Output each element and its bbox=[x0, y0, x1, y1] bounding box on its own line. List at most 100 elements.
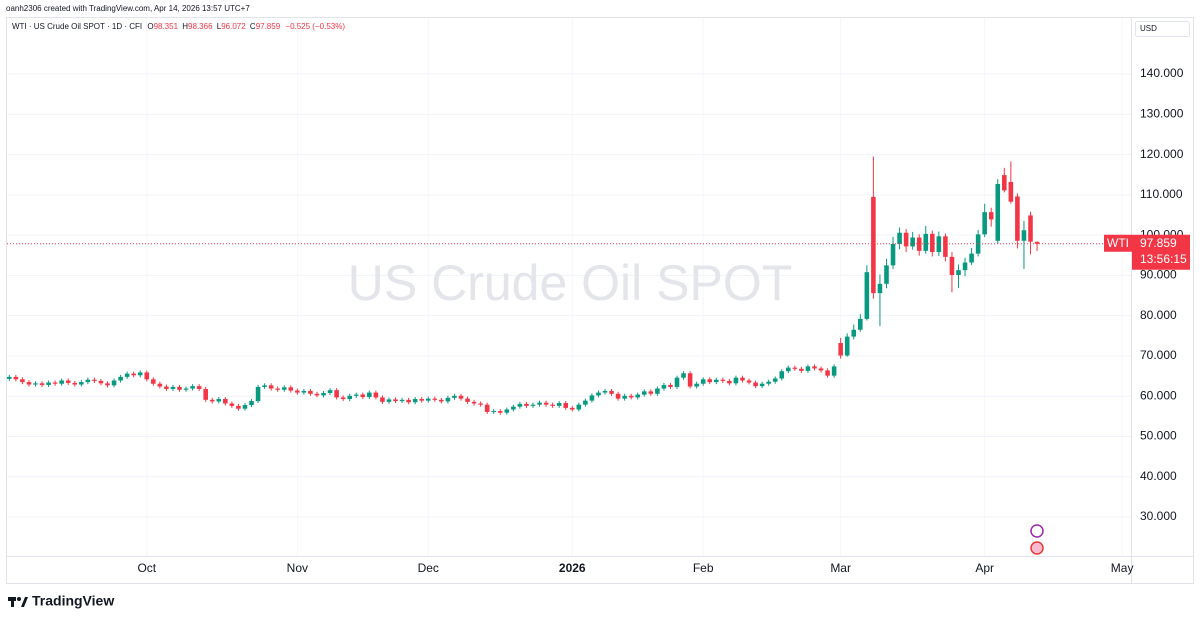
candle-body bbox=[504, 409, 510, 413]
candle-body bbox=[550, 404, 555, 406]
candle-body bbox=[884, 265, 889, 284]
candle-body bbox=[910, 237, 915, 247]
candles bbox=[7, 156, 1131, 415]
candle-body bbox=[897, 232, 902, 244]
candle-body bbox=[52, 382, 58, 384]
candle-body bbox=[655, 388, 660, 394]
candle-body bbox=[668, 384, 673, 387]
candle-body bbox=[209, 399, 215, 402]
candle-body bbox=[373, 392, 379, 398]
candle-body bbox=[203, 388, 208, 400]
candle-body bbox=[831, 366, 837, 376]
candle-body bbox=[301, 390, 307, 393]
candle-body bbox=[353, 394, 359, 396]
candle-body bbox=[511, 406, 516, 410]
y-tick-label: 90.000 bbox=[1140, 268, 1177, 282]
candle-body bbox=[707, 379, 713, 383]
ohlc-letter: H bbox=[182, 22, 188, 31]
candle-body bbox=[183, 388, 189, 390]
candle-body bbox=[255, 386, 261, 402]
candle-body bbox=[151, 379, 156, 384]
candle-body bbox=[223, 399, 228, 404]
candle-body bbox=[137, 372, 143, 376]
event-icon[interactable] bbox=[1030, 541, 1044, 555]
legend: WTI · US Crude Oil SPOT · 1D · CFI O98.3… bbox=[12, 22, 345, 31]
currency[interactable]: USD bbox=[1140, 24, 1157, 33]
candle-body bbox=[386, 399, 392, 402]
candle-body bbox=[1008, 181, 1014, 202]
x-tick-label: 2026 bbox=[559, 561, 586, 575]
candle-body bbox=[661, 384, 667, 389]
ticker: WTI bbox=[1107, 236, 1129, 250]
candle-body bbox=[825, 370, 830, 376]
candle-body bbox=[406, 399, 411, 403]
y-tick-label: 70.000 bbox=[1140, 348, 1177, 362]
candle-body bbox=[779, 371, 785, 379]
candle-body bbox=[733, 377, 739, 384]
candle-body bbox=[98, 380, 104, 384]
candle-body bbox=[648, 391, 654, 394]
candle-body bbox=[923, 233, 929, 251]
candle-body bbox=[308, 390, 313, 394]
candle-body bbox=[720, 379, 726, 381]
candle-body bbox=[995, 183, 1001, 241]
candle-body bbox=[164, 386, 169, 389]
y-tick-label: 120.000 bbox=[1140, 147, 1184, 161]
candle-body bbox=[930, 233, 935, 253]
x-tick-label: Dec bbox=[418, 561, 439, 575]
candle-body bbox=[851, 329, 857, 337]
candle-body bbox=[975, 234, 981, 254]
candle-body bbox=[39, 383, 45, 385]
watermark: US Crude Oil SPOT bbox=[348, 255, 793, 311]
currency-box[interactable] bbox=[1135, 21, 1190, 37]
candle-body bbox=[772, 378, 778, 382]
x-tick-label: Feb bbox=[693, 561, 714, 575]
candle-body bbox=[602, 390, 608, 393]
candle-body bbox=[393, 399, 398, 402]
candle-body bbox=[458, 395, 464, 399]
frame bbox=[6, 17, 1194, 584]
ohlc-value: 98.351 bbox=[154, 22, 179, 31]
candle-body bbox=[609, 390, 614, 394]
y-tick-label: 40.000 bbox=[1140, 469, 1177, 483]
candle-body bbox=[641, 391, 647, 395]
candle-body bbox=[196, 386, 202, 389]
candle-body bbox=[746, 380, 752, 383]
candle-body bbox=[713, 379, 719, 383]
candle-body bbox=[111, 380, 117, 386]
ticker-tag bbox=[1104, 234, 1132, 252]
candle-body bbox=[982, 212, 987, 235]
candle-body bbox=[380, 397, 385, 402]
candle-body bbox=[517, 403, 523, 407]
ohlc-value: 97.859 bbox=[256, 22, 281, 31]
candle-body bbox=[615, 393, 621, 399]
candle-body bbox=[740, 377, 745, 381]
candle-body bbox=[170, 386, 176, 389]
candle-body bbox=[943, 236, 948, 257]
ohlc-letter: C bbox=[250, 22, 256, 31]
candle-body bbox=[1002, 175, 1007, 191]
ohlc-letter: O bbox=[147, 22, 153, 31]
candle-body bbox=[766, 381, 771, 384]
candle-body bbox=[347, 395, 352, 400]
y-tick-label: 60.000 bbox=[1140, 388, 1177, 402]
candle-body bbox=[596, 392, 601, 396]
event-icon[interactable] bbox=[1030, 524, 1044, 538]
x-tick-label: Oct bbox=[137, 561, 156, 575]
candle-body bbox=[314, 393, 320, 396]
candle-body bbox=[59, 380, 64, 384]
logo: TradingView bbox=[32, 593, 114, 609]
candle-body bbox=[46, 382, 51, 385]
candle-body bbox=[20, 379, 25, 383]
candle-body bbox=[471, 401, 477, 404]
candle-body bbox=[628, 395, 634, 398]
candle-body bbox=[812, 366, 817, 369]
candle-body bbox=[556, 403, 562, 406]
candle-body bbox=[635, 394, 641, 398]
candle-body bbox=[681, 373, 686, 378]
candle-body bbox=[367, 392, 372, 398]
ohlc-value: 96.072 bbox=[221, 22, 246, 31]
candle-body bbox=[262, 385, 267, 387]
